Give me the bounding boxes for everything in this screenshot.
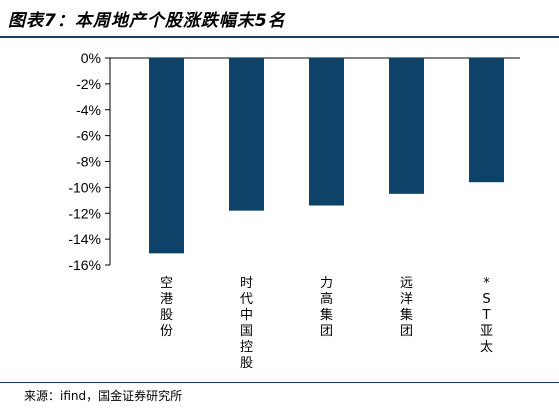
bar xyxy=(229,58,264,211)
bars xyxy=(149,58,504,254)
x-axis-labels: 空港股份 时代中国控股 力高集团 远洋集团 * S T 亚太 xyxy=(160,276,493,371)
y-tick-label: 0% xyxy=(81,50,101,66)
source-note: 来源：ifind，国金证券研究所 xyxy=(24,389,183,403)
bar xyxy=(389,58,424,194)
bar-chart: 0% -2% -4% -6% -8% -10% -12% -14% -16% 空港股份 时代中国控… xyxy=(68,50,520,371)
y-tick-label: -10% xyxy=(68,179,101,195)
y-tick-label: -2% xyxy=(76,76,101,92)
bar xyxy=(149,58,184,254)
y-axis: 0% -2% -4% -6% -8% -10% -12% -14% -16% xyxy=(68,50,520,273)
x-category-label: 时代中国控股 xyxy=(240,276,253,371)
x-category-label: * S T 亚太 xyxy=(480,276,493,355)
y-tick-label: -4% xyxy=(76,102,101,118)
y-tick-label: -16% xyxy=(68,257,101,273)
x-category-label: 力高集团 xyxy=(320,276,333,339)
title-divider xyxy=(0,36,559,38)
y-tick-label: -6% xyxy=(76,128,101,144)
bar xyxy=(309,58,344,206)
y-tick-label: -14% xyxy=(68,231,101,247)
bar xyxy=(469,58,504,183)
footer-divider xyxy=(0,382,559,383)
y-tick-label: -8% xyxy=(76,154,101,170)
x-category-label: 远洋集团 xyxy=(400,276,413,339)
x-category-label: 空港股份 xyxy=(160,276,173,339)
chart-title: 图表7：本周地产个股涨跌幅末5名 xyxy=(8,11,286,31)
y-tick-label: -12% xyxy=(68,205,101,221)
